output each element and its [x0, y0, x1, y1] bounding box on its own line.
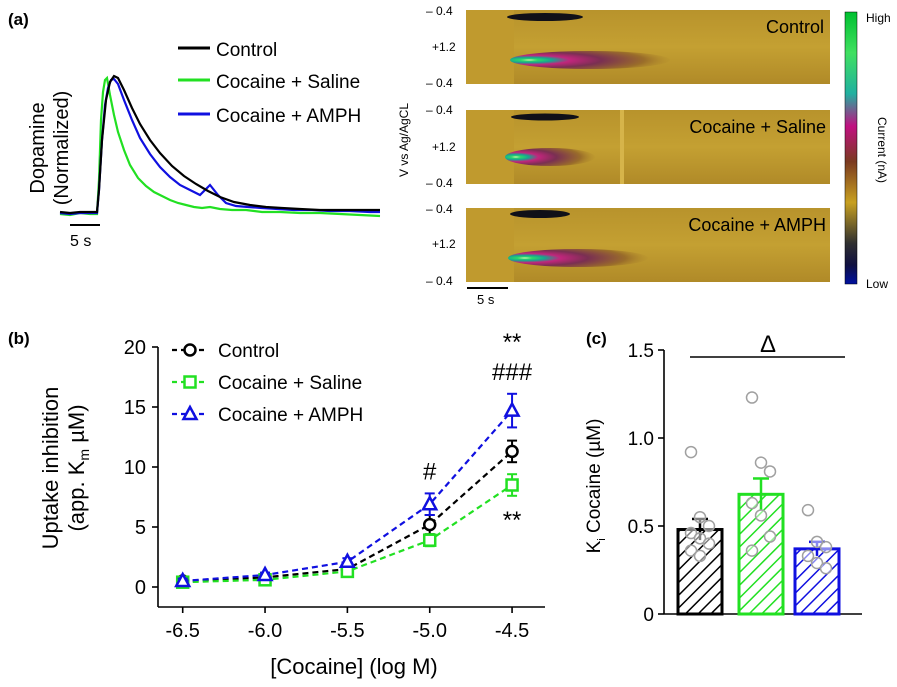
c-data-point — [693, 532, 707, 545]
c-data-point — [745, 496, 759, 510]
c-bar-group-1 — [737, 391, 785, 616]
b-annotation: # — [423, 458, 437, 485]
c-data-point — [684, 445, 698, 459]
b-y-tick-label: 0 — [135, 577, 146, 599]
c-bar-group-2 — [793, 503, 841, 616]
b-point — [422, 533, 437, 547]
b-point — [338, 552, 356, 569]
c-data-point — [693, 510, 707, 524]
c-data-point — [745, 391, 759, 404]
c-data-point — [819, 561, 833, 575]
b-annotation: ** — [503, 507, 522, 534]
c-data-point — [754, 509, 768, 522]
c-data-point — [810, 556, 824, 570]
c-data-point — [810, 535, 824, 549]
b-x-tick-label: -6.5 — [165, 620, 199, 642]
b-x-tick-label: -6.0 — [248, 620, 282, 642]
b-legend-label: Cocaine + AMPH — [218, 405, 363, 426]
panel-a-label: (a) — [8, 10, 29, 29]
c-data-point — [684, 544, 698, 557]
c-data-point — [754, 456, 768, 469]
b-annotation: ** — [503, 329, 522, 356]
c-data-point — [819, 540, 833, 554]
b-point — [422, 517, 437, 532]
b-point — [256, 565, 274, 582]
c-data-point — [801, 549, 815, 563]
c-data-point — [693, 549, 707, 563]
b-point — [503, 400, 521, 417]
b-ylabel-1: Uptake inhibition — [38, 387, 63, 550]
b-point — [505, 444, 519, 459]
b-legend-marker — [183, 343, 197, 357]
b-point — [174, 571, 192, 588]
c-bar-group-0 — [676, 445, 724, 616]
c-y-tick-label: 0.5 — [628, 517, 654, 538]
b-point — [421, 494, 439, 511]
b-annotation: ### — [492, 359, 533, 386]
c-data-point — [763, 530, 777, 543]
b-legend-label: Cocaine + Saline — [218, 373, 362, 394]
c-data-point — [745, 544, 759, 557]
b-point — [505, 478, 519, 492]
c-data-point — [801, 503, 815, 517]
c-data-point — [684, 526, 698, 540]
c-y-tick-label: 1.5 — [628, 341, 654, 362]
c-data-point — [702, 519, 716, 533]
b-x-tick-label: -5.5 — [330, 620, 364, 642]
b-legend-label: Control — [218, 341, 279, 362]
b-y-tick-label: 5 — [135, 517, 146, 539]
c-y-tick-label: 0 — [643, 605, 654, 626]
b-legend-marker — [181, 404, 199, 421]
b-y-tick-label: 20 — [124, 337, 146, 359]
b-y-tick-label: 15 — [124, 397, 146, 419]
b-x-tick-label: -5.0 — [412, 620, 446, 642]
c-data-point — [763, 465, 777, 478]
b-x-tick-label: -4.5 — [495, 620, 529, 642]
b-legend-marker — [183, 375, 197, 389]
panel-b-label: (b) — [8, 329, 30, 348]
b-series-2 — [174, 392, 521, 588]
b-y-tick-label: 10 — [124, 457, 146, 479]
c-y-tick-label: 1.0 — [628, 429, 654, 450]
c-ylabel: Ki Cocaine (µM) — [584, 419, 608, 554]
b-ylabel-2: (app. Km µM) — [64, 404, 92, 531]
c-significance-label: Δ — [760, 331, 776, 358]
b-xlabel: [Cocaine] (log M) — [270, 654, 438, 679]
c-data-point — [702, 537, 716, 550]
panel-c-label: (c) — [586, 329, 607, 348]
